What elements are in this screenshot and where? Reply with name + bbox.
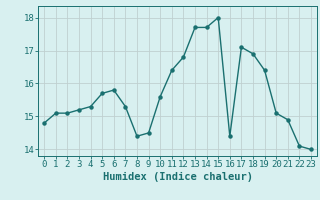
- X-axis label: Humidex (Indice chaleur): Humidex (Indice chaleur): [103, 172, 252, 182]
